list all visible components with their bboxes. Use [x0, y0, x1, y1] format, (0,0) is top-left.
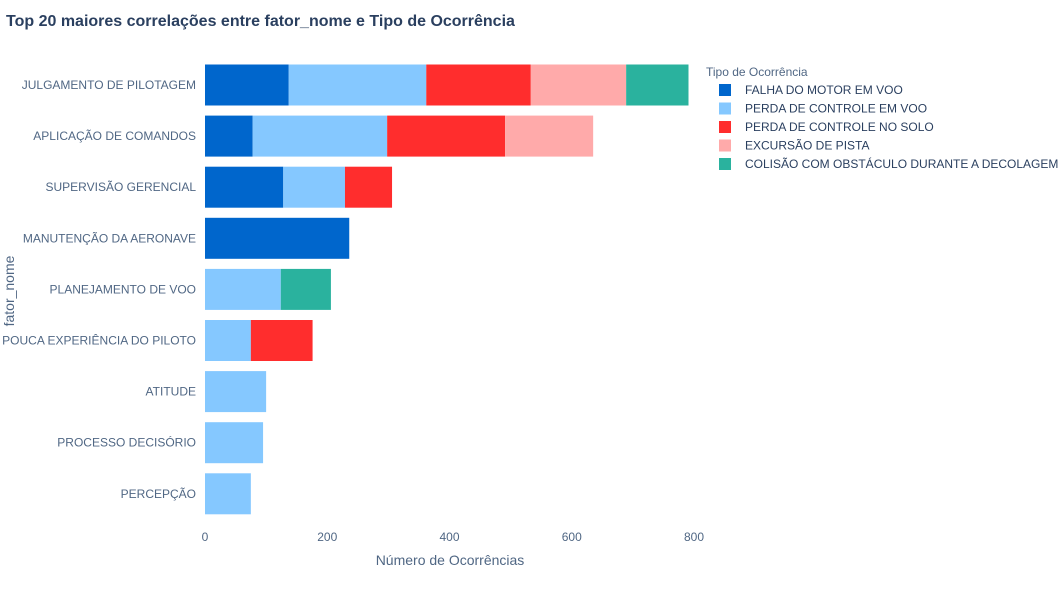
bar-segment: [205, 268, 281, 310]
x-tick-labels: 0 200 400 600 800: [202, 530, 705, 544]
y-tick-label: POUCA EXPERIÊNCIA DO PILOTO: [2, 333, 196, 348]
x-axis-title: Número de Ocorrências: [376, 552, 525, 568]
y-tick-label: PLANEJAMENTO DE VOO: [50, 282, 196, 296]
y-tick-label: PROCESSO DECISÓRIO: [57, 435, 196, 450]
bar-segment: [205, 115, 253, 157]
x-tick-label: 400: [439, 530, 459, 544]
legend-item-label[interactable]: COLISÃO COM OBSTÁCULO DURANTE A DECOLAGE…: [745, 156, 1058, 171]
bar-segment: [205, 371, 267, 413]
chart-title: Top 20 maiores correlações entre fator_n…: [6, 13, 515, 30]
y-tick-label: ATITUDE: [146, 385, 196, 399]
legend-item-label[interactable]: FALHA DO MOTOR EM VOO: [745, 83, 903, 97]
bar-segment: [530, 64, 627, 106]
bar-segment: [205, 217, 350, 259]
bar-segment: [505, 115, 594, 157]
bar-segment: [344, 166, 393, 208]
legend: Tipo de Ocorrência FALHA DO MOTOR EM VOO…: [706, 65, 1058, 171]
y-tick-label: JULGAMENTO DE PILOTAGEM: [22, 78, 196, 92]
bar-segment: [205, 64, 289, 106]
x-tick-label: 0: [202, 530, 209, 544]
bar-segment: [205, 473, 251, 515]
x-tick-label: 600: [562, 530, 582, 544]
bar-segment: [252, 115, 388, 157]
bar-segment: [387, 115, 506, 157]
legend-item-label[interactable]: EXCURSÃO DE PISTA: [745, 139, 869, 153]
legend-title: Tipo de Ocorrência: [706, 65, 808, 79]
bar-segment: [426, 64, 531, 106]
legend-swatch[interactable]: [719, 121, 731, 133]
bar-segment: [205, 422, 264, 464]
bar-segment: [283, 166, 345, 208]
y-axis-title: fator_nome: [1, 255, 17, 326]
legend-swatch[interactable]: [719, 139, 731, 152]
legend-swatch[interactable]: [719, 102, 731, 115]
y-tick-label: MANUTENÇÃO DA AERONAVE: [23, 231, 196, 245]
x-tick-label: 200: [317, 530, 337, 544]
bar-segment: [205, 320, 251, 361]
bar-segment: [205, 166, 284, 208]
y-tick-label: APLICAÇÃO DE COMANDOS: [33, 129, 196, 143]
legend-item-label[interactable]: PERDA DE CONTROLE EM VOO: [745, 102, 927, 116]
y-tick-labels: JULGAMENTO DE PILOTAGEM APLICAÇÃO DE COMA…: [2, 78, 196, 501]
y-tick-label: SUPERVISÃO GERENCIAL: [46, 180, 197, 194]
legend-item-label[interactable]: PERDA DE CONTROLE NO SOLO: [745, 120, 934, 134]
x-tick-label: 800: [684, 530, 704, 544]
bar-segment: [626, 64, 689, 106]
bars-group: [205, 64, 689, 515]
legend-swatch[interactable]: [719, 158, 731, 170]
bar-segment: [288, 64, 427, 106]
y-tick-label: PERCEPÇÃO: [121, 487, 196, 501]
bar-segment: [250, 320, 313, 361]
bar-segment: [280, 268, 331, 310]
legend-swatch[interactable]: [719, 84, 731, 96]
